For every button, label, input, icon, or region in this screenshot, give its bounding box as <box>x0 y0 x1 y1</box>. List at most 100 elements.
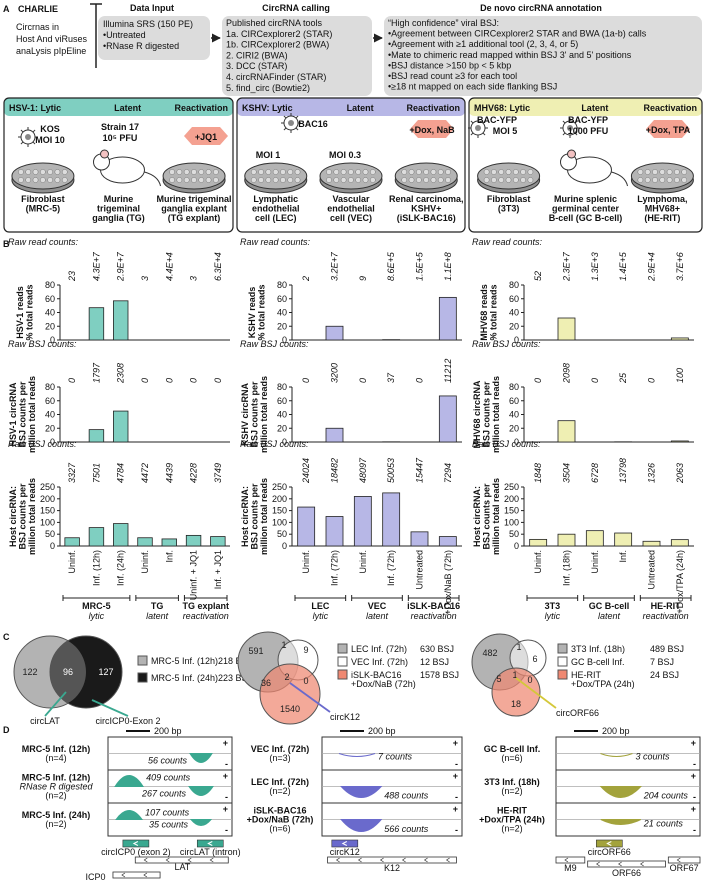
raw-count: 3 <box>189 276 199 281</box>
raw-count: 2063 <box>675 463 685 484</box>
block-line: “High confidence” viral BSJ: <box>388 18 499 28</box>
raw-count: 3504 <box>562 463 572 483</box>
venn-count: 5 <box>496 674 501 684</box>
pipeline-line: anaLysis pIpEline <box>16 46 86 56</box>
group-name: MRC-5 <box>82 601 111 611</box>
virus-core <box>475 125 481 131</box>
gene-chevron <box>143 857 148 863</box>
gene-chevron <box>121 872 126 878</box>
raw-count: 6.3E+4 <box>213 252 223 281</box>
scale-label: 200 bp <box>602 726 630 736</box>
virus-annotation: BAC-YFP <box>477 115 517 125</box>
raw-count: 4784 <box>116 463 126 483</box>
virus-spike <box>295 115 299 119</box>
cell <box>512 177 519 183</box>
y-tick-label: 40 <box>277 410 287 420</box>
cell <box>408 177 415 183</box>
venn-count: 0 <box>527 675 532 685</box>
x-tick-label: Inf. (72h) <box>386 550 396 586</box>
gene-chevron <box>618 861 622 867</box>
cell <box>265 177 272 183</box>
treatment-badge <box>646 120 690 138</box>
track-label: VEC Inf. (72h) <box>251 744 310 754</box>
raw-label: Raw BSJ counts: <box>8 439 77 449</box>
virus-annotation: 1000 PFU <box>568 126 609 136</box>
gene <box>555 856 586 864</box>
track-label: +Dox/NaB (72h) <box>247 815 314 825</box>
cell <box>326 177 332 183</box>
y-tick-label: 150 <box>272 506 287 516</box>
legend-count: 12 BSJ <box>420 657 449 667</box>
x-tick-label: +Dox/NaB (72h) <box>443 550 453 615</box>
raw-count: 4228 <box>189 463 199 483</box>
treatment-badge <box>410 120 454 138</box>
annotation-pointer <box>91 699 129 717</box>
raw-count: 2098 <box>562 363 572 384</box>
cell <box>498 177 505 183</box>
y-tick-label: 20 <box>45 321 55 331</box>
y-tick-label: 0 <box>514 335 519 345</box>
y-axis-label: % total reads <box>489 284 499 340</box>
cell <box>430 169 437 175</box>
cell-label: (HE-RIT) <box>644 213 680 223</box>
raw-count: 48097 <box>358 457 368 483</box>
raw-count: 1797 <box>91 362 101 383</box>
virus-header-text: Reactivation <box>174 103 228 113</box>
strand-label: + <box>691 771 696 781</box>
legend-swatch <box>557 656 568 667</box>
junction-arc <box>189 753 213 763</box>
y-tick-label: 20 <box>45 423 55 433</box>
cell <box>415 169 422 175</box>
raw-count: 0 <box>415 378 425 383</box>
track-label: 3T3 Inf. (18h) <box>484 777 540 787</box>
bar <box>670 337 689 341</box>
bar <box>670 440 689 443</box>
cell <box>430 177 437 183</box>
y-tick-label: 0 <box>282 541 287 551</box>
virus-core <box>25 134 31 140</box>
x-tick-label: Inf. (18h) <box>562 550 572 586</box>
bar <box>88 527 105 547</box>
cell <box>520 169 526 175</box>
cell <box>191 169 197 175</box>
treatment-badge <box>184 127 228 145</box>
y-tick-label: 20 <box>509 423 519 433</box>
y-tick-label: 40 <box>509 410 519 420</box>
y-axis-label: HSV-1 circRNA <box>8 382 18 447</box>
cell <box>32 177 39 183</box>
gene <box>587 860 666 868</box>
group-name: TG <box>151 601 164 611</box>
feature-label: circLAT (intron) <box>180 847 241 857</box>
gene-chevron <box>165 857 170 863</box>
cell <box>169 169 175 175</box>
gene-chevron <box>596 861 600 867</box>
raw-count: 3749 <box>213 463 223 483</box>
venn-annotation: circORF66 <box>556 708 599 718</box>
y-tick-label: 60 <box>509 396 519 406</box>
bar <box>614 532 633 547</box>
junction-arc <box>600 753 633 757</box>
legend-label: 3T3 Inf. (18h) <box>571 644 625 654</box>
raw-count: 2 <box>301 276 311 282</box>
gene-chevron <box>423 857 428 863</box>
y-tick-label: 150 <box>40 506 55 516</box>
pipeline-title: CHARLIE <box>18 4 58 14</box>
virus-annotation: MOI 1 <box>256 150 281 160</box>
virus-spike <box>32 129 36 133</box>
raw-count: 4439 <box>164 463 174 483</box>
cell <box>348 169 354 175</box>
venn-count: 1 <box>516 642 521 652</box>
strand-label: - <box>693 759 696 769</box>
group-name: 3T3 <box>545 601 561 611</box>
feature-arrow <box>207 841 213 846</box>
cell <box>280 177 286 183</box>
count-label: 3 counts <box>635 752 670 762</box>
junction-arc <box>340 819 383 832</box>
group-role: reactivation <box>411 611 457 621</box>
raw-count: 0 <box>647 378 657 383</box>
dish-top <box>244 162 308 190</box>
raw-count: 0 <box>164 378 174 383</box>
dish-top <box>11 162 75 190</box>
raw-count: 9 <box>358 276 368 281</box>
raw-count: 3 <box>140 276 150 281</box>
